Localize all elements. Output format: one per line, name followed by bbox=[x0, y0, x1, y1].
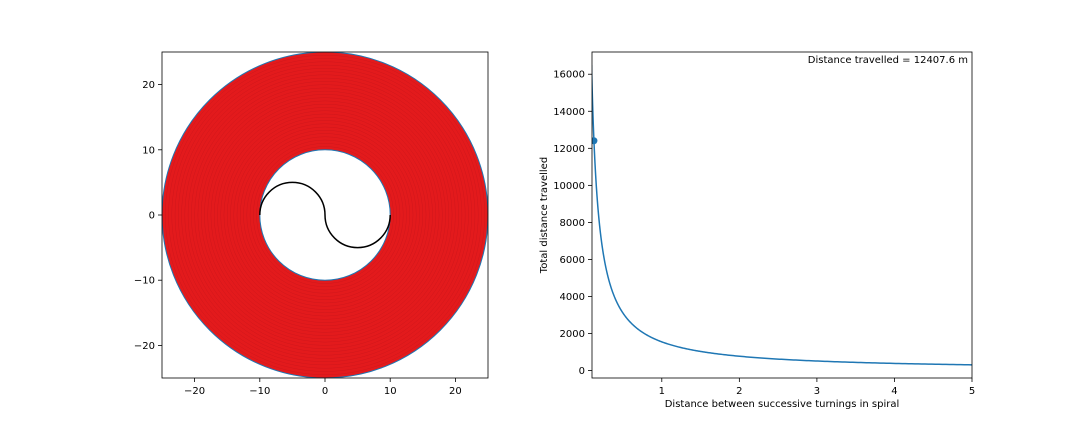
spiral-turn bbox=[249, 139, 401, 291]
spiral-turn bbox=[184, 74, 466, 356]
y-tick-label: 0 bbox=[149, 211, 155, 222]
y-tick-label: −20 bbox=[134, 341, 155, 352]
distance-curve bbox=[592, 64, 972, 366]
x-tick-label: 1 bbox=[659, 386, 665, 397]
distance-plot: 1 2 3 4 5 0 2000 4000 6000 8000 10000 12000 14000 16… bbox=[539, 51, 975, 410]
y-tick-label: 8000 bbox=[560, 218, 585, 229]
spiral-turn bbox=[227, 117, 423, 313]
spiral-turn bbox=[204, 94, 446, 336]
x-tick-label: 10 bbox=[384, 386, 397, 397]
spiral-turn bbox=[223, 113, 427, 317]
s-curve-path bbox=[259, 181, 391, 249]
y-tick-label: 16000 bbox=[553, 70, 585, 81]
spiral-turn bbox=[207, 97, 443, 333]
spiral-turn bbox=[256, 146, 394, 284]
spiral-turn bbox=[200, 90, 450, 340]
spiral-ring bbox=[162, 52, 488, 378]
right-x-axis: 1 2 3 4 5 bbox=[659, 378, 975, 397]
x-tick-label: 0 bbox=[322, 386, 328, 397]
current-distance-marker bbox=[592, 137, 598, 145]
left-y-axis: −20 −10 0 10 20 bbox=[134, 80, 162, 352]
spiral-turn bbox=[213, 103, 437, 327]
spiral-turn bbox=[171, 61, 479, 369]
spiral-turn bbox=[174, 64, 476, 366]
spiral-turn bbox=[191, 81, 459, 349]
spiral-turn bbox=[210, 100, 440, 330]
spiral-turns bbox=[162, 52, 488, 378]
y-tick-label: 0 bbox=[579, 366, 585, 377]
spiral-turn bbox=[233, 123, 417, 307]
spiral-turn bbox=[187, 77, 463, 353]
spiral-turn bbox=[165, 55, 485, 375]
x-tick-label: −20 bbox=[184, 386, 205, 397]
y-axis-title: Total distance travelled bbox=[539, 157, 550, 274]
spiral-turn bbox=[253, 143, 397, 287]
spiral-turn bbox=[236, 126, 414, 304]
x-tick-label: 4 bbox=[891, 386, 897, 397]
spiral-turn bbox=[220, 110, 430, 320]
spiral-turn bbox=[217, 107, 433, 323]
spiral-turn bbox=[197, 87, 453, 343]
x-tick-label: 5 bbox=[969, 386, 975, 397]
y-tick-label: 10 bbox=[142, 145, 155, 156]
spiral-plot: −20 −10 0 10 20 −20 −10 0 10 20 bbox=[134, 51, 489, 397]
y-tick-label: −10 bbox=[134, 276, 155, 287]
x-tick-label: 3 bbox=[814, 386, 820, 397]
left-x-axis: −20 −10 0 10 20 bbox=[184, 378, 462, 397]
y-tick-label: 4000 bbox=[560, 292, 585, 303]
distance-annotation: Distance travelled = 12407.6 m bbox=[808, 55, 968, 66]
spiral-turn bbox=[181, 71, 469, 359]
y-tick-label: 6000 bbox=[560, 255, 585, 266]
right-y-axis: 0 2000 4000 6000 8000 10000 12000 14000 16000 bbox=[553, 70, 592, 377]
spiral-turn bbox=[168, 58, 482, 372]
right-axes-frame bbox=[591, 51, 973, 379]
spiral-turn bbox=[230, 120, 420, 310]
y-tick-label: 14000 bbox=[553, 107, 585, 118]
spiral-turn bbox=[194, 84, 456, 346]
y-tick-label: 20 bbox=[142, 80, 155, 91]
spiral-turn bbox=[178, 68, 472, 362]
y-tick-label: 10000 bbox=[553, 181, 585, 192]
spiral-turn bbox=[240, 130, 410, 300]
spiral-turn bbox=[246, 136, 404, 294]
x-tick-label: −10 bbox=[249, 386, 270, 397]
spiral-turn bbox=[243, 133, 407, 297]
y-tick-label: 12000 bbox=[553, 144, 585, 155]
x-tick-label: 2 bbox=[736, 386, 742, 397]
x-axis-title: Distance between successive turnings in … bbox=[665, 399, 900, 410]
x-tick-label: 20 bbox=[449, 386, 462, 397]
y-tick-label: 2000 bbox=[560, 329, 585, 340]
